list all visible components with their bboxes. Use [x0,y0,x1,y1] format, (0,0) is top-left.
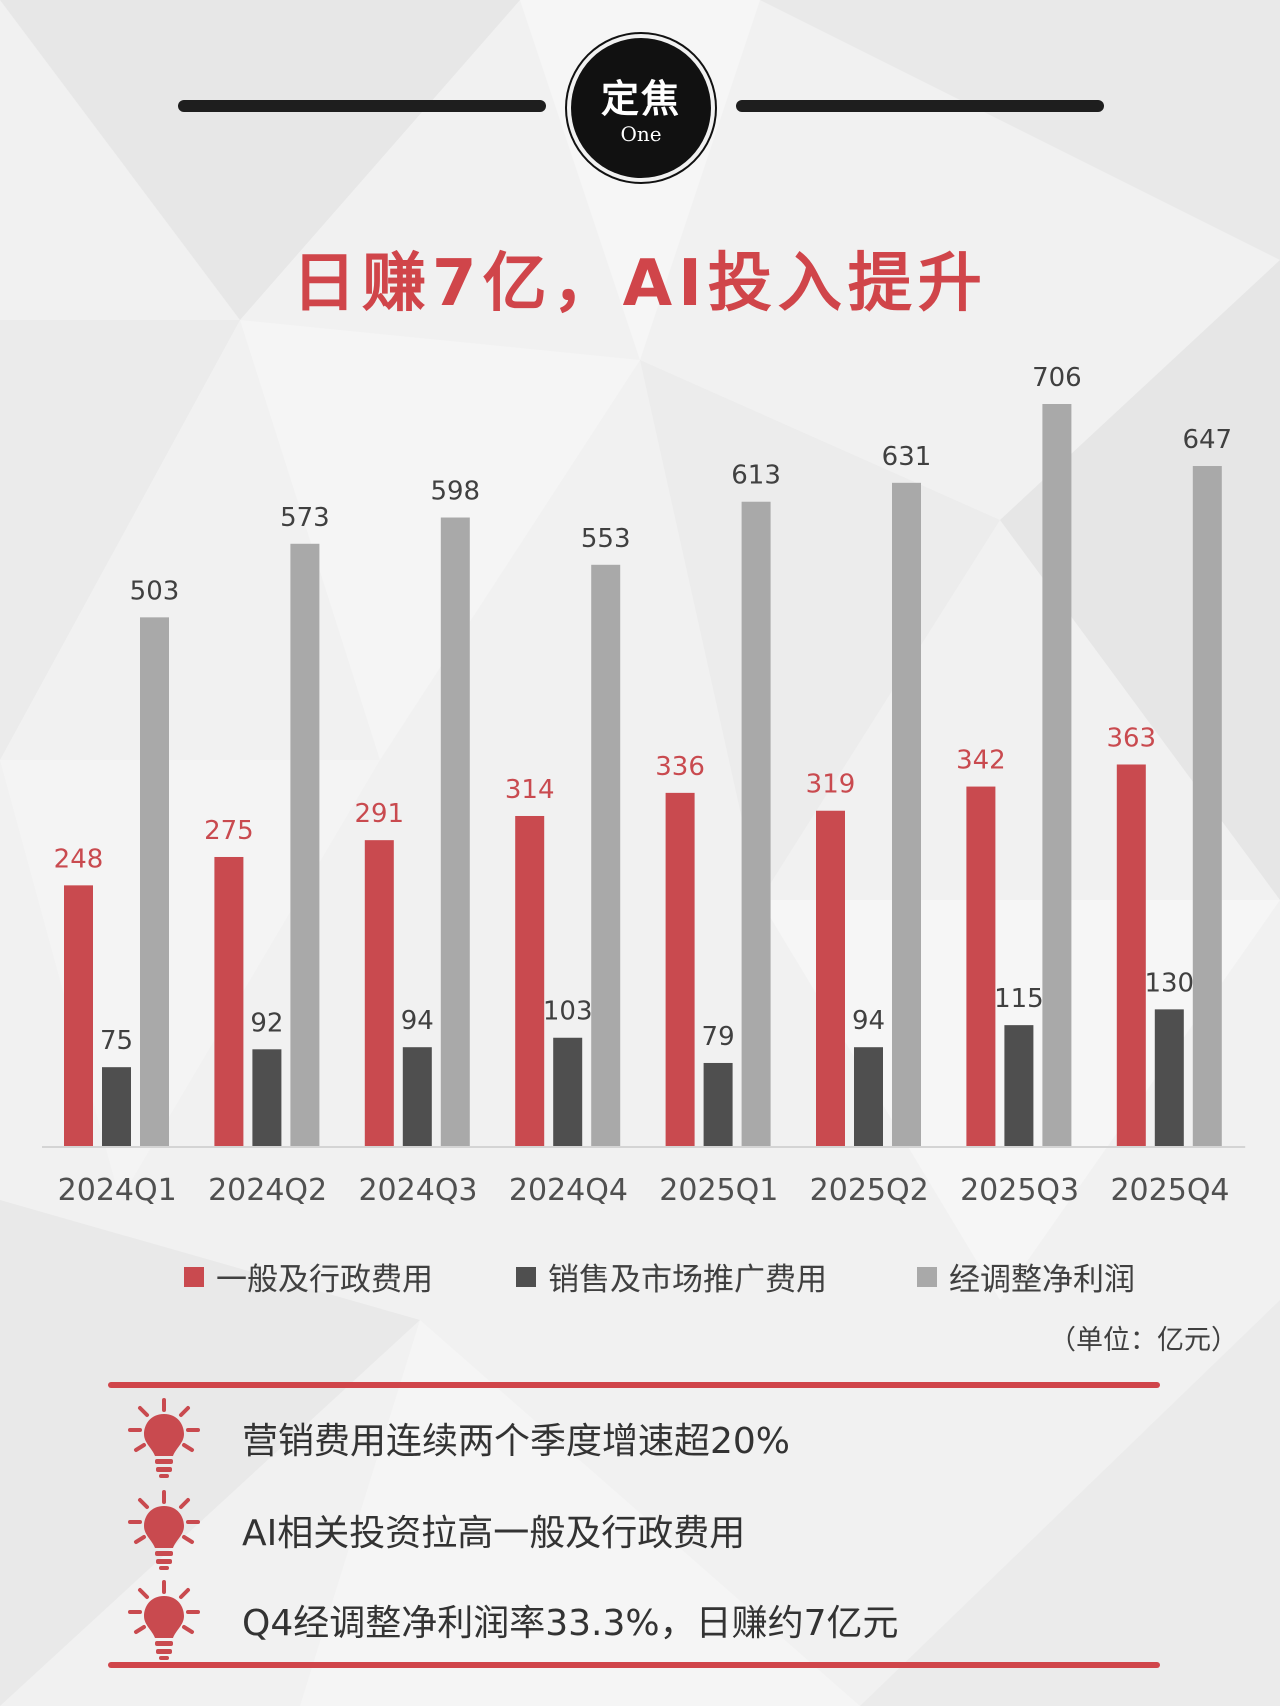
x-tick-label: 2024Q3 [358,1173,477,1208]
data-label-marketing: 115 [994,984,1044,1014]
data-label-marketing: 75 [100,1026,133,1056]
notes-rule-top [108,1382,1160,1388]
legend-label-profit: 经调整净利润 [949,1262,1135,1298]
data-label-profit: 598 [430,477,480,507]
bar-profit [140,617,169,1146]
bar-chart: 248 75 503 2024Q1 275 92 573 2024Q2 291 94 598 2024… [42,363,1246,1208]
data-label-marketing: 130 [1144,968,1194,998]
data-label-marketing: 79 [702,1022,735,1052]
bar-marketing [102,1067,131,1146]
brand-badge-sub: One [620,122,662,146]
brand-badge: 定焦 One [571,38,711,178]
data-label-ga: 291 [354,799,404,829]
x-tick-label: 2025Q1 [659,1173,778,1208]
bar-marketing [553,1037,583,1146]
note-item: Q4经调整净利润率33.3%，日赚约7亿元 [128,1580,899,1660]
data-label-ga: 363 [1106,723,1156,753]
data-label-ga: 336 [655,752,705,782]
data-label-profit: 647 [1182,425,1232,455]
legend-swatch-ga [184,1266,204,1287]
bar-profit [1042,404,1072,1146]
x-tick-label: 2025Q3 [960,1173,1079,1208]
data-label-marketing: 103 [543,997,593,1027]
bar-ga [966,786,996,1146]
data-label-profit: 613 [731,461,781,491]
bar-ga [64,885,93,1146]
data-label-profit: 553 [581,524,631,554]
lightbulb-icon [128,1490,200,1570]
bar-ga [364,840,394,1146]
bar-profit [741,501,771,1146]
data-label-profit: 631 [882,442,932,472]
x-tick-label: 2025Q4 [1110,1173,1229,1208]
lightbulb-icon [128,1580,200,1660]
header-line-left [178,100,546,112]
lightbulb-icon [128,1398,200,1478]
note-item: AI相关投资拉高一般及行政费用 [128,1490,745,1570]
bar-profit [591,564,621,1146]
header-line-right [736,100,1104,112]
data-label-profit: 706 [1032,363,1082,393]
bar-profit [892,482,921,1146]
bar-profit [1192,466,1222,1146]
bar-profit [290,543,320,1146]
legend-label-marketing: 销售及市场推广费用 [548,1262,827,1298]
data-label-ga: 275 [204,816,254,846]
x-tick-label: 2024Q4 [509,1173,628,1208]
note-text: AI相关投资拉高一般及行政费用 [242,1513,746,1554]
x-tick-label: 2025Q2 [810,1173,929,1208]
bar-profit [440,517,470,1146]
legend-item-profit: 经调整净利润 [917,1254,1135,1299]
x-tick-label: 2024Q1 [58,1173,177,1208]
data-label-ga: 248 [54,844,104,874]
bar-ga [214,856,244,1146]
notes-rule-bottom [108,1662,1160,1668]
legend-swatch-profit [917,1266,937,1287]
data-label-marketing: 92 [250,1008,283,1038]
page-title: 日赚7亿，AI投入提升 [292,247,988,321]
note-text: 营销费用连续两个季度增速超20% [242,1421,791,1462]
bar-marketing [703,1062,733,1146]
note-text: Q4经调整净利润率33.3%，日赚约7亿元 [242,1603,899,1644]
data-label-profit: 503 [130,576,180,606]
legend-swatch-marketing [516,1266,536,1287]
data-label-ga: 342 [956,746,1006,776]
bar-marketing [854,1047,883,1146]
bar-marketing [1154,1009,1184,1146]
brand-badge-main: 定焦 [600,77,681,121]
unit-note: （单位：亿元） [1049,1325,1238,1356]
data-label-ga: 314 [505,775,555,805]
bar-marketing [402,1047,432,1146]
legend-item-ga: 一般及行政费用 [184,1254,433,1299]
data-label-marketing: 94 [852,1006,885,1036]
data-label-profit: 573 [280,503,330,533]
bar-marketing [252,1049,282,1146]
note-item: 营销费用连续两个季度增速超20% [128,1398,790,1478]
bar-ga [665,792,695,1146]
legend-label-ga: 一般及行政费用 [216,1262,433,1298]
bar-ga [515,815,545,1146]
data-label-ga: 319 [806,770,856,800]
data-label-marketing: 94 [401,1006,434,1036]
bar-ga [1116,764,1146,1146]
legend-item-marketing: 销售及市场推广费用 [516,1254,827,1299]
bar-ga [816,810,845,1146]
x-tick-label: 2024Q2 [208,1173,327,1208]
bar-marketing [1004,1025,1034,1146]
